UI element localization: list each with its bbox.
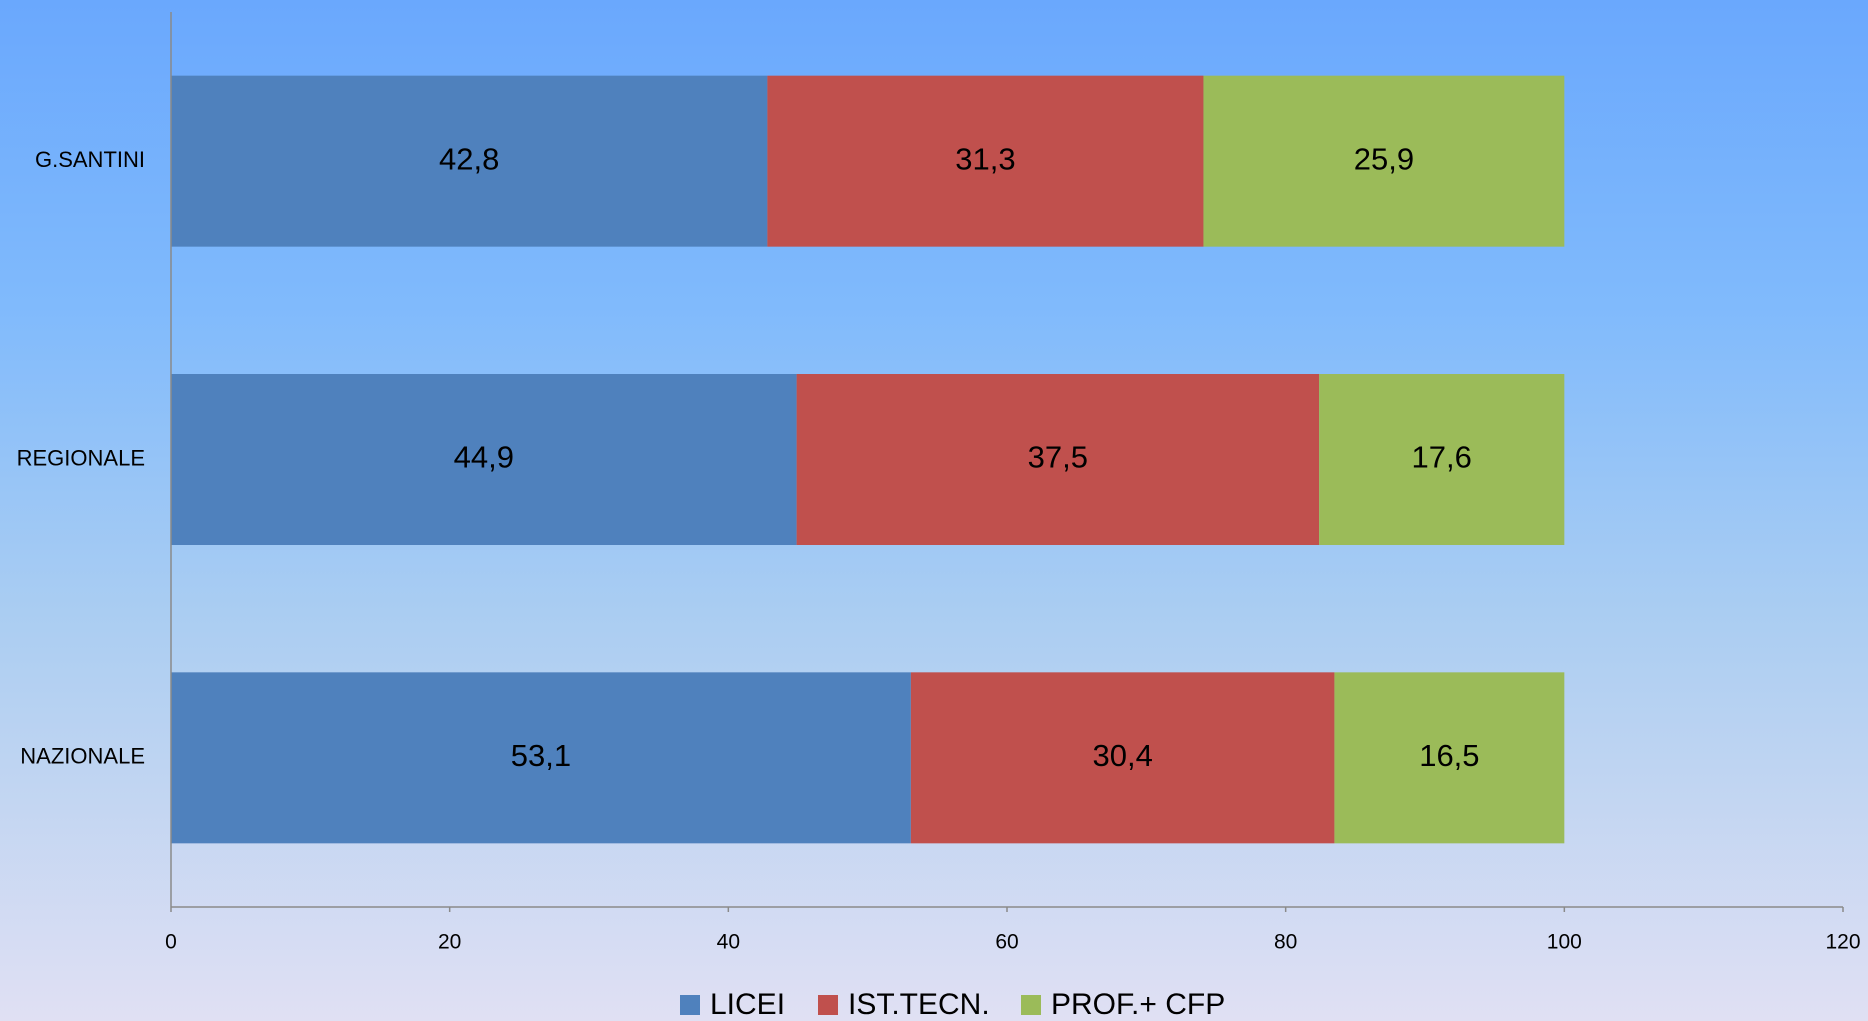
- bar-segment: [171, 672, 911, 844]
- bar-segment: [910, 672, 1335, 844]
- data-label: 31,3: [955, 141, 1015, 176]
- x-tick-label: 100: [1547, 931, 1582, 954]
- data-label: 30,4: [1092, 738, 1152, 773]
- legend-label: LICEI: [710, 988, 785, 1021]
- x-tick-label: 0: [165, 931, 177, 954]
- data-label: 42,8: [439, 141, 499, 176]
- y-tick-label: G.SANTINI: [35, 147, 145, 172]
- y-tick-label: NAZIONALE: [20, 744, 145, 769]
- bar-segment: [171, 75, 768, 247]
- bar-segment: [1334, 672, 1565, 844]
- x-tick-label: 20: [438, 931, 461, 954]
- bar-segment: [171, 374, 797, 545]
- data-label: 17,6: [1412, 440, 1472, 475]
- bar-segment: [767, 75, 1204, 247]
- x-tick-label: 60: [995, 931, 1018, 954]
- data-label: 44,9: [454, 440, 514, 475]
- legend-label: PROF.+ CFP: [1051, 988, 1225, 1021]
- y-tick-label: REGIONALE: [17, 445, 145, 470]
- legend-label: IST.TECN.: [848, 988, 990, 1021]
- data-label: 37,5: [1028, 440, 1088, 475]
- x-tick-label: 40: [717, 931, 740, 954]
- data-label: 16,5: [1419, 738, 1479, 773]
- legend-swatch: [680, 995, 700, 1015]
- x-tick-label: 120: [1825, 931, 1860, 954]
- legend-swatch: [818, 995, 838, 1015]
- legend-swatch: [1021, 995, 1041, 1015]
- data-label: 53,1: [511, 738, 571, 773]
- bar-segment: [1203, 75, 1565, 247]
- bar-segment: [796, 374, 1320, 545]
- data-label: 25,9: [1354, 141, 1414, 176]
- x-tick-label: 80: [1274, 931, 1297, 954]
- bar-segment: [1319, 374, 1565, 545]
